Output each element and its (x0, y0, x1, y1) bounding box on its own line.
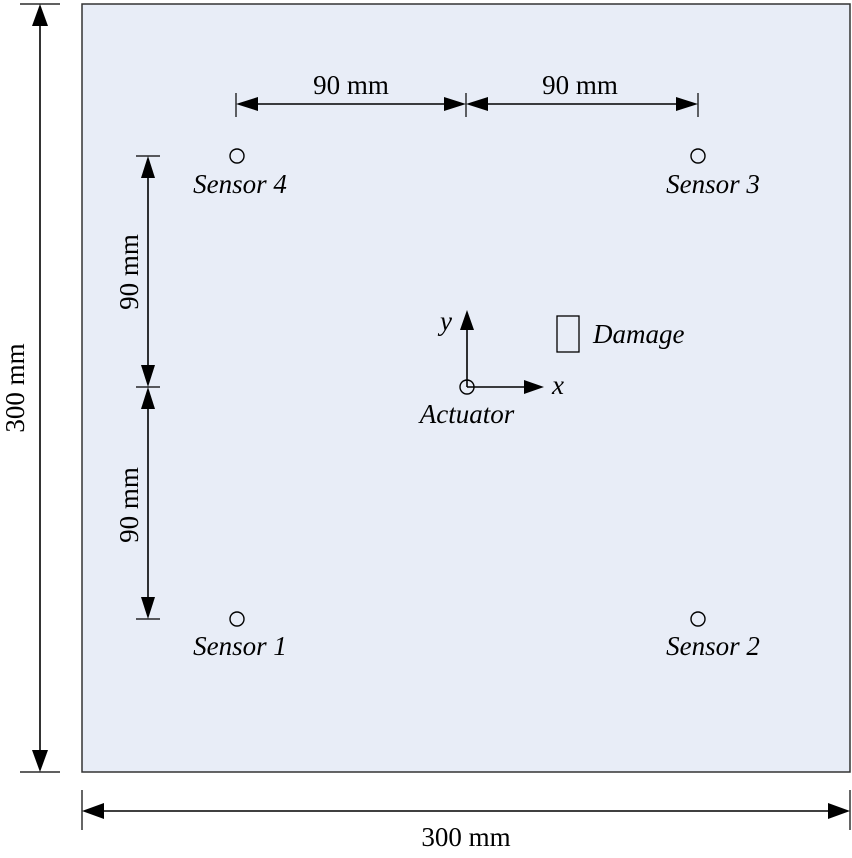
actuator: x y Actuator (418, 306, 564, 429)
plate-height-label: 300 mm (0, 343, 30, 432)
left-upper-spacing-label: 90 mm (114, 234, 144, 310)
left-lower-spacing-label: 90 mm (114, 467, 144, 543)
sensor-1: Sensor 1 (193, 611, 287, 661)
sensor-3: Sensor 3 (666, 148, 760, 199)
top-spacing-dimension: 90 mm 90 mm (235, 70, 699, 117)
sensor-3-label: Sensor 3 (666, 169, 760, 199)
sensor-2: Sensor 2 (666, 611, 760, 661)
sensor-1-marker (229, 611, 245, 627)
sensor-4: Sensor 4 (193, 148, 287, 199)
damage-marker (556, 315, 580, 353)
plate (81, 3, 851, 773)
y-axis-label: y (437, 306, 452, 336)
damage: Damage (556, 315, 684, 353)
sensor-1-label: Sensor 1 (193, 631, 287, 661)
sensor-2-label: Sensor 2 (666, 631, 760, 661)
plate-width-label: 300 mm (421, 822, 510, 852)
left-spacing-dimension: 90 mm 90 mm (114, 155, 160, 620)
top-right-spacing-label: 90 mm (542, 70, 618, 100)
sensor-2-marker (690, 611, 706, 627)
plate-height-dimension: 300 mm (0, 3, 60, 773)
actuator-label: Actuator (418, 399, 515, 429)
x-axis-label: x (551, 370, 564, 400)
sensor-4-label: Sensor 4 (193, 169, 287, 199)
damage-label: Damage (592, 319, 684, 349)
plate-width-dimension: 300 mm (81, 790, 851, 852)
sensor-3-marker (690, 148, 706, 164)
sensor-4-marker (229, 148, 245, 164)
top-left-spacing-label: 90 mm (313, 70, 389, 100)
